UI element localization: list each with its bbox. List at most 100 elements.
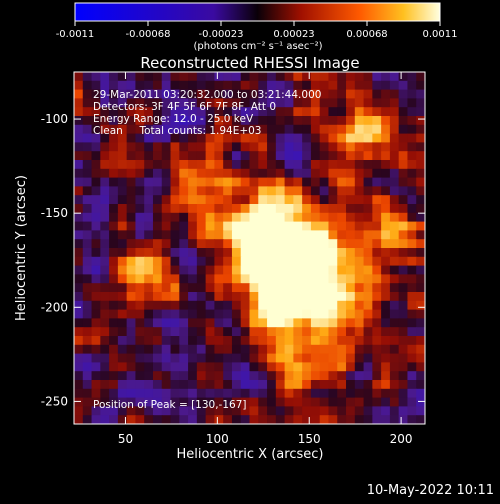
heatmap-cell: [346, 221, 356, 231]
heatmap-cell: [109, 309, 119, 319]
heatmap-cell: [372, 221, 382, 231]
heatmap-cell: [117, 151, 128, 161]
heatmap-cell: [310, 107, 321, 117]
heatmap-cell: [126, 151, 137, 161]
heatmap-cell: [363, 221, 373, 231]
heatmap-cell: [205, 256, 215, 267]
heatmap-cell: [416, 309, 425, 319]
heatmap-cell: [179, 212, 189, 223]
heatmap-cell: [223, 116, 233, 126]
heatmap-cell: [284, 362, 294, 372]
heatmap-cell: [319, 80, 330, 91]
heatmap-cell: [319, 388, 330, 399]
heatmap-cell: [161, 239, 172, 249]
heatmap-cell: [372, 177, 382, 187]
heatmap-cell: [135, 142, 145, 152]
heatmap-cell: [100, 133, 110, 143]
heatmap-cell: [231, 406, 242, 416]
heatmap-cell: [214, 204, 224, 214]
heatmap-cell: [205, 230, 215, 240]
heatmap-cell: [310, 72, 321, 82]
heatmap-cell: [126, 116, 137, 126]
heatmap-cell: [293, 221, 303, 231]
heatmap-cell: [363, 388, 373, 399]
heatmap-cell: [249, 116, 259, 126]
heatmap-cell: [144, 353, 154, 363]
heatmap-cell: [275, 362, 286, 372]
heatmap-cell: [354, 415, 365, 424]
heatmap-cell: [179, 415, 189, 424]
heatmap-cell: [240, 362, 251, 372]
heatmap-cell: [284, 265, 294, 275]
heatmap-cell: [231, 256, 242, 267]
heatmap-cell: [205, 98, 215, 108]
heatmap-cell: [337, 283, 347, 293]
heatmap-cell: [293, 151, 303, 161]
y-tick-label: -250: [41, 394, 68, 408]
heatmap-cell: [249, 336, 259, 346]
heatmap-cell: [100, 221, 110, 231]
heatmap-cell: [117, 230, 128, 240]
heatmap-cell: [346, 300, 356, 311]
heatmap-cell: [258, 248, 268, 258]
heatmap-cell: [284, 177, 294, 187]
heatmap-cell: [346, 415, 356, 424]
heatmap-cell: [240, 380, 251, 390]
heatmap-cell: [310, 80, 321, 91]
heatmap-cell: [258, 336, 268, 346]
heatmap-cell: [205, 380, 215, 390]
heatmap-cell: [231, 151, 242, 161]
heatmap-cell: [91, 274, 101, 284]
heatmap-cell: [214, 336, 224, 346]
heatmap-cell: [249, 406, 259, 416]
heatmap-cell: [407, 124, 417, 135]
heatmap-cell: [267, 239, 277, 249]
heatmap-cell: [170, 397, 180, 407]
heatmap-cell: [354, 239, 365, 249]
heatmap-cell: [82, 380, 93, 390]
heatmap-cell: [161, 371, 172, 381]
heatmap-cell: [267, 380, 277, 390]
heatmap-cell: [170, 98, 180, 108]
heatmap-cell: [74, 318, 84, 328]
heatmap-cell: [223, 415, 233, 424]
heatmap-cell: [161, 362, 172, 372]
heatmap-cell: [135, 336, 145, 346]
heatmap-cell: [170, 116, 180, 126]
heatmap-cell: [161, 124, 172, 135]
heatmap-cell: [117, 336, 128, 346]
heatmap-cell: [319, 415, 330, 424]
heatmap-cell: [328, 292, 338, 302]
heatmap-cell: [363, 327, 373, 337]
heatmap-cell: [337, 300, 347, 311]
heatmap-cell: [170, 80, 180, 91]
heatmap-cell: [258, 362, 268, 372]
heatmap-cell: [346, 204, 356, 214]
heatmap-cell: [302, 133, 312, 143]
heatmap-cell: [240, 230, 251, 240]
heatmap-cell: [363, 98, 373, 108]
heatmap-cell: [214, 168, 224, 179]
heatmap-cell: [337, 133, 347, 143]
heatmap-cell: [372, 388, 382, 399]
heatmap-cell: [135, 415, 145, 424]
heatmap-cell: [346, 248, 356, 258]
heatmap-cell: [100, 353, 110, 363]
heatmap-cell: [109, 80, 119, 91]
heatmap-cell: [249, 292, 259, 302]
heatmap-cell: [398, 406, 409, 416]
heatmap-cell: [354, 142, 365, 152]
heatmap-cell: [258, 116, 268, 126]
heatmap-cell: [381, 353, 391, 363]
heatmap-cell: [407, 353, 417, 363]
heatmap-cell: [117, 80, 128, 91]
heatmap-cell: [337, 292, 347, 302]
heatmap-image: [74, 72, 425, 424]
heatmap-cell: [302, 151, 312, 161]
heatmap-cell: [381, 406, 391, 416]
heatmap-cell: [100, 318, 110, 328]
heatmap-cell: [82, 371, 93, 381]
heatmap-cell: [363, 177, 373, 187]
heatmap-cell: [346, 344, 356, 355]
heatmap-cell: [328, 186, 338, 196]
